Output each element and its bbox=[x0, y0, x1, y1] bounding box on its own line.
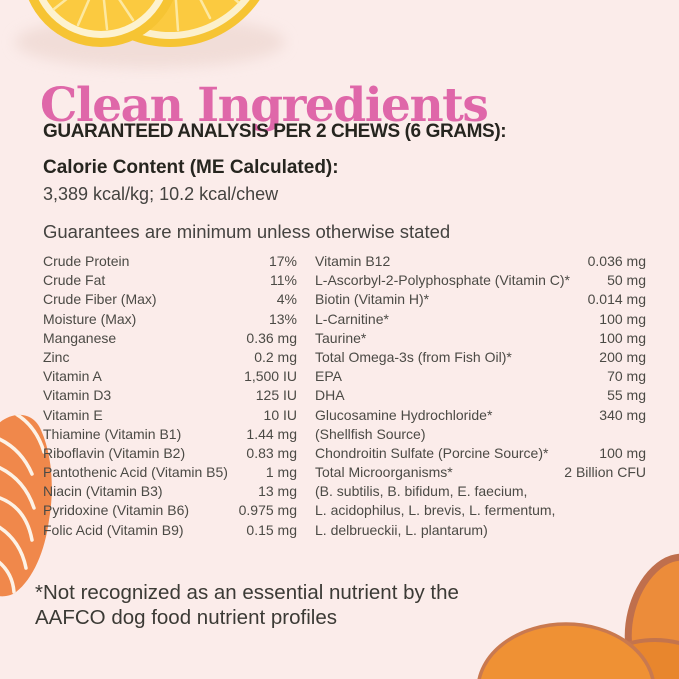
nutrient-name: Moisture (Max) bbox=[43, 310, 137, 327]
nutrient-row: L. delbrueckii, L. plantarum) bbox=[315, 522, 646, 541]
lemon-slice-left-icon bbox=[28, 0, 174, 47]
nutrient-name: Total Microorganisms* bbox=[315, 464, 453, 481]
nutrient-row: Thiamine (Vitamin B1) 1.44 mg bbox=[43, 426, 297, 445]
nutrient-row: Glucosamine Hydrochloride* 340 mg bbox=[315, 407, 646, 426]
nutrient-value: 11% bbox=[270, 272, 297, 289]
nutrient-value: 2 Billion CFU bbox=[564, 464, 646, 481]
nutrient-value: 50 mg bbox=[607, 272, 646, 289]
nutrient-row: Pyridoxine (Vitamin B6) 0.975 mg bbox=[43, 502, 297, 521]
nutrient-row: Vitamin B12 0.036 mg bbox=[315, 253, 646, 272]
nutrient-value: 0.15 mg bbox=[246, 521, 297, 538]
nutrient-name: EPA bbox=[315, 368, 342, 385]
nutrient-row: Pantothenic Acid (Vitamin B5) 1 mg bbox=[43, 464, 297, 483]
nutrient-value: 100 mg bbox=[599, 310, 646, 327]
nutrient-name: Zinc bbox=[43, 348, 70, 365]
nutrient-row: Vitamin A 1,500 IU bbox=[43, 368, 297, 387]
nutrient-value: 4% bbox=[276, 291, 297, 308]
nutrient-row: Riboflavin (Vitamin B2) 0.83 mg bbox=[43, 445, 297, 464]
nutrient-value: 0.975 mg bbox=[238, 502, 297, 519]
nutrient-value: 13% bbox=[268, 310, 297, 327]
nutrient-name: Crude Protein bbox=[43, 253, 130, 269]
guaranteed-analysis-heading: GUARANTEED ANALYSIS PER 2 CHEWS (6 GRAMS… bbox=[43, 121, 507, 142]
nutrient-name: Glucosamine Hydrochloride* bbox=[315, 406, 493, 423]
nutrient-value: 55 mg bbox=[607, 387, 646, 404]
nutrient-value: 17% bbox=[268, 253, 297, 269]
nutrient-name: Riboflavin (Vitamin B2) bbox=[43, 444, 186, 461]
nutrient-name: Vitamin A bbox=[43, 368, 102, 385]
nutrient-row: (Shellfish Source) bbox=[315, 426, 646, 445]
nutrient-name: Vitamin D3 bbox=[43, 387, 112, 404]
nutrient-name: Niacin (Vitamin B3) bbox=[43, 483, 163, 500]
nutrient-row: Total Omega-3s (from Fish Oil)* 200 mg bbox=[315, 349, 646, 368]
nutrient-value: 0.036 mg bbox=[587, 253, 646, 269]
nutrient-name: Biotin (Vitamin H)* bbox=[315, 291, 430, 308]
nutrient-row: EPA 70 mg bbox=[315, 368, 646, 387]
nutrient-row: Crude Fat 11% bbox=[43, 272, 297, 291]
analysis-table-right-column: Vitamin B12 0.036 mg L-Ascorbyl-2-Polyph… bbox=[315, 253, 646, 541]
nutrient-row: L-Carnitine* 100 mg bbox=[315, 311, 646, 330]
nutrient-name: Folic Acid (Vitamin B9) bbox=[43, 521, 184, 538]
page-title: Clean Ingredients bbox=[40, 78, 489, 134]
nutrient-name: Crude Fat bbox=[43, 272, 106, 289]
nutrient-name: Vitamin E bbox=[43, 406, 103, 423]
nutrient-row: Biotin (Vitamin H)* 0.014 mg bbox=[315, 291, 646, 310]
nutrient-name: Pantothenic Acid (Vitamin B5) bbox=[43, 464, 228, 481]
analysis-table-left-column: Crude Protein 17% Crude Fat 11% Crude Fi… bbox=[43, 253, 297, 541]
lemon-shadow bbox=[15, 16, 285, 68]
nutrient-row: Folic Acid (Vitamin B9) 0.15 mg bbox=[43, 522, 297, 541]
lemon-slice-right-icon bbox=[80, 0, 260, 47]
nutrient-value: 0.2 mg bbox=[254, 348, 297, 365]
nutrient-name: (Shellfish Source) bbox=[315, 425, 426, 442]
nutrient-value: 200 mg bbox=[599, 348, 646, 365]
nutrient-row: Manganese 0.36 mg bbox=[43, 330, 297, 349]
nutrient-value: 0.014 mg bbox=[587, 291, 646, 308]
nutrient-row: Zinc 0.2 mg bbox=[43, 349, 297, 368]
guarantee-note: Guarantees are minimum unless otherwise … bbox=[43, 221, 451, 242]
nutrient-value: 1.44 mg bbox=[246, 425, 297, 442]
nutrient-value: 13 mg bbox=[258, 483, 297, 500]
nutrient-row: Niacin (Vitamin B3) 13 mg bbox=[43, 483, 297, 502]
nutrient-name: DHA bbox=[315, 387, 345, 404]
nutrient-name: L-Ascorbyl-2-Polyphosphate (Vitamin C)* bbox=[315, 272, 570, 289]
nutrient-name: Pyridoxine (Vitamin B6) bbox=[43, 502, 190, 519]
nutrient-value: 0.83 mg bbox=[246, 444, 297, 461]
nutrient-name: Crude Fiber (Max) bbox=[43, 291, 157, 308]
nutrient-value: 340 mg bbox=[599, 406, 646, 423]
nutrient-name: Vitamin B12 bbox=[315, 253, 391, 269]
nutrient-value: 1,500 IU bbox=[244, 368, 297, 385]
nutrient-row: Vitamin E 10 IU bbox=[43, 407, 297, 426]
nutrient-value: 10 IU bbox=[263, 406, 297, 423]
nutrient-row: L-Ascorbyl-2-Polyphosphate (Vitamin C)* … bbox=[315, 272, 646, 291]
nutrient-row: Total Microorganisms* 2 Billion CFU bbox=[315, 464, 646, 483]
nutrient-name: (B. subtilis, B. bifidum, E. faecium, bbox=[315, 483, 528, 500]
calorie-content-value: 3,389 kcal/kg; 10.2 kcal/chew bbox=[43, 184, 279, 204]
nutrient-value: 0.36 mg bbox=[246, 329, 297, 346]
nutrient-name: Manganese bbox=[43, 329, 117, 346]
nutrient-row: (B. subtilis, B. bifidum, E. faecium, bbox=[315, 483, 646, 502]
nutrient-row: Moisture (Max) 13% bbox=[43, 311, 297, 330]
aafco-footnote: *Not recognized as an essential nutrient… bbox=[35, 581, 459, 629]
nutrient-name: L. delbrueckii, L. plantarum) bbox=[315, 521, 488, 538]
nutrient-name: L. acidophilus, L. brevis, L. fermentum, bbox=[315, 502, 556, 519]
nutrient-name: Chondroitin Sulfate (Porcine Source)* bbox=[315, 444, 549, 461]
nutrient-row: L. acidophilus, L. brevis, L. fermentum, bbox=[315, 502, 646, 521]
nutrient-value: 70 mg bbox=[607, 368, 646, 385]
nutrient-row: Crude Protein 17% bbox=[43, 253, 297, 272]
nutrient-row: DHA 55 mg bbox=[315, 387, 646, 406]
nutrient-value: 100 mg bbox=[599, 329, 646, 346]
nutrient-row: Taurine* 100 mg bbox=[315, 330, 646, 349]
nutrient-name: Taurine* bbox=[315, 329, 367, 346]
nutrient-row: Vitamin D3 125 IU bbox=[43, 387, 297, 406]
nutrient-name: Thiamine (Vitamin B1) bbox=[43, 425, 182, 442]
nutrient-name: Total Omega-3s (from Fish Oil)* bbox=[315, 348, 512, 365]
nutrient-name: L-Carnitine* bbox=[315, 310, 389, 327]
nutrient-value: 1 mg bbox=[265, 464, 297, 481]
nutrient-row: Crude Fiber (Max) 4% bbox=[43, 291, 297, 310]
nutrient-value: 125 IU bbox=[255, 387, 297, 404]
nutrient-row: Chondroitin Sulfate (Porcine Source)* 10… bbox=[315, 445, 646, 464]
calorie-content-heading: Calorie Content (ME Calculated): bbox=[43, 157, 339, 178]
nutrient-value: 100 mg bbox=[599, 444, 646, 461]
